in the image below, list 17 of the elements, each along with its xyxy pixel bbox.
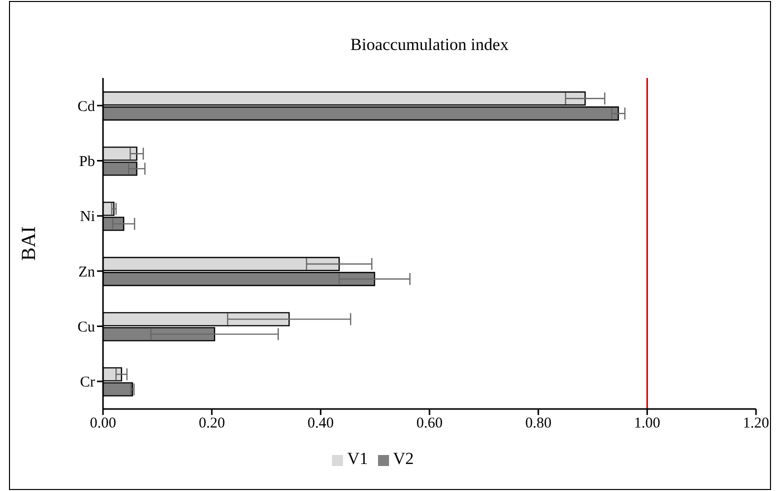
x-tick-label: 1.20: [742, 416, 770, 432]
legend-label: V2: [393, 449, 414, 468]
x-tick-label: 0.40: [308, 416, 334, 432]
y-tick-label: Zn: [78, 264, 96, 280]
y-tick-label: Cr: [80, 374, 96, 391]
y-axis-title: BAI: [18, 226, 40, 261]
y-tick-label: Ni: [80, 209, 95, 226]
legend-label: V1: [347, 449, 368, 468]
x-tick-label: 0.00: [90, 416, 116, 432]
chart-title: Bioaccumulation index: [349, 35, 510, 55]
x-tick-label: 0.60: [416, 416, 443, 432]
y-tick-label: Pb: [79, 154, 95, 170]
x-tick-label: 0.20: [198, 416, 225, 432]
x-tick-label: 1.00: [634, 416, 660, 432]
y-tick-label: Cd: [77, 98, 96, 115]
x-tick-label: 0.80: [525, 416, 552, 432]
y-tick-label: Cu: [77, 320, 96, 336]
